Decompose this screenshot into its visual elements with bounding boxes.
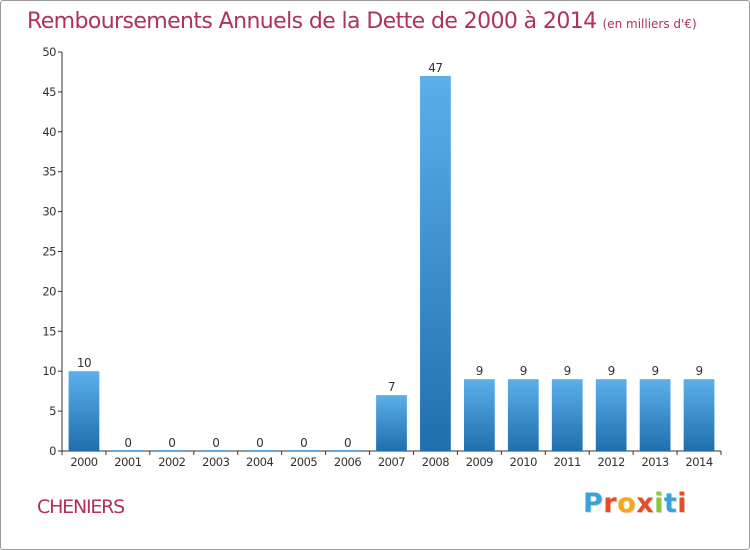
x-tick-label-2012: 2012 — [598, 455, 625, 469]
value-label-2012: 9 — [608, 364, 615, 378]
value-label-2005: 0 — [300, 436, 307, 450]
proxiti-logo: Proxiti — [583, 488, 687, 519]
y-tick-label: 5 — [49, 404, 56, 418]
value-label-2004: 0 — [256, 436, 263, 450]
bars — [68, 75, 715, 451]
x-tick-label-2002: 2002 — [158, 455, 185, 469]
bar-2011 — [551, 379, 583, 451]
x-tick-label-2013: 2013 — [641, 455, 668, 469]
logo-letter: x — [636, 488, 655, 519]
x-tick-label-2006: 2006 — [334, 455, 361, 469]
bar-2008 — [420, 75, 451, 451]
x-tick-label-2005: 2005 — [290, 455, 317, 469]
logo-letter: P — [583, 488, 604, 519]
value-label-2011: 9 — [564, 364, 571, 378]
bar-2003 — [200, 450, 232, 451]
x-tick-label-2001: 2001 — [114, 455, 141, 469]
chart-subtitle: (en milliers d'€) — [602, 17, 697, 31]
logo-letter: i — [654, 488, 664, 519]
bar-2001 — [112, 450, 144, 451]
value-label-2013: 9 — [652, 364, 659, 378]
y-tick-label: 40 — [42, 125, 56, 139]
y-tick-label: 45 — [42, 85, 56, 99]
bar-2010 — [507, 379, 539, 451]
labels: 0 5 10 15 20 25 30 35 40 45 50 2000 10 2001 0 2002 0 2003… — [42, 45, 713, 469]
bar-2005 — [288, 450, 320, 451]
x-tick-label-2011: 2011 — [554, 455, 581, 469]
chart-title: Remboursements Annuels de la Dette de 20… — [27, 9, 597, 34]
y-tick-label: 25 — [42, 245, 56, 259]
y-tick-label: 30 — [42, 205, 56, 219]
y-tick-label: 20 — [42, 284, 56, 298]
x-tick-label-2000: 2000 — [70, 455, 97, 469]
title-row: Remboursements Annuels de la Dette de 20… — [27, 9, 697, 34]
bar-2012 — [595, 379, 627, 451]
value-label-2007: 7 — [388, 380, 395, 394]
x-tick-label-2004: 2004 — [246, 455, 273, 469]
logo-letter: o — [617, 488, 637, 519]
bar-2004 — [244, 450, 276, 451]
bar-2000 — [68, 371, 100, 451]
value-label-2008: 47 — [428, 61, 442, 75]
x-tick-label-2010: 2010 — [510, 455, 537, 469]
bar-2002 — [156, 450, 188, 451]
value-label-2009: 9 — [476, 364, 483, 378]
y-tick-label: 15 — [42, 324, 56, 338]
x-tick-label-2009: 2009 — [466, 455, 493, 469]
value-label-2014: 9 — [695, 364, 702, 378]
y-tick-label: 0 — [49, 444, 56, 458]
logo-letter: i — [677, 488, 688, 519]
bar-2006 — [332, 450, 363, 451]
commune-name: CHENIERS — [37, 496, 125, 518]
logo-letter: r — [603, 488, 618, 519]
bar-2014 — [683, 379, 715, 451]
y-tick-label: 50 — [42, 45, 56, 59]
y-tick-label: 35 — [42, 165, 56, 179]
value-label-2002: 0 — [168, 436, 175, 450]
y-tick-label: 10 — [42, 364, 56, 378]
bar-2009 — [463, 379, 495, 451]
logo-letter: t — [663, 488, 678, 519]
bar-2013 — [639, 379, 671, 451]
value-label-2003: 0 — [212, 436, 219, 450]
x-tick-label-2014: 2014 — [685, 455, 712, 469]
x-tick-label-2007: 2007 — [378, 455, 405, 469]
value-label-2000: 10 — [77, 356, 91, 370]
value-label-2006: 0 — [344, 436, 351, 450]
value-label-2010: 9 — [520, 364, 527, 378]
bar-2007 — [376, 395, 407, 451]
x-tick-label-2008: 2008 — [422, 455, 449, 469]
value-label-2001: 0 — [124, 436, 131, 450]
x-tick-label-2003: 2003 — [202, 455, 229, 469]
